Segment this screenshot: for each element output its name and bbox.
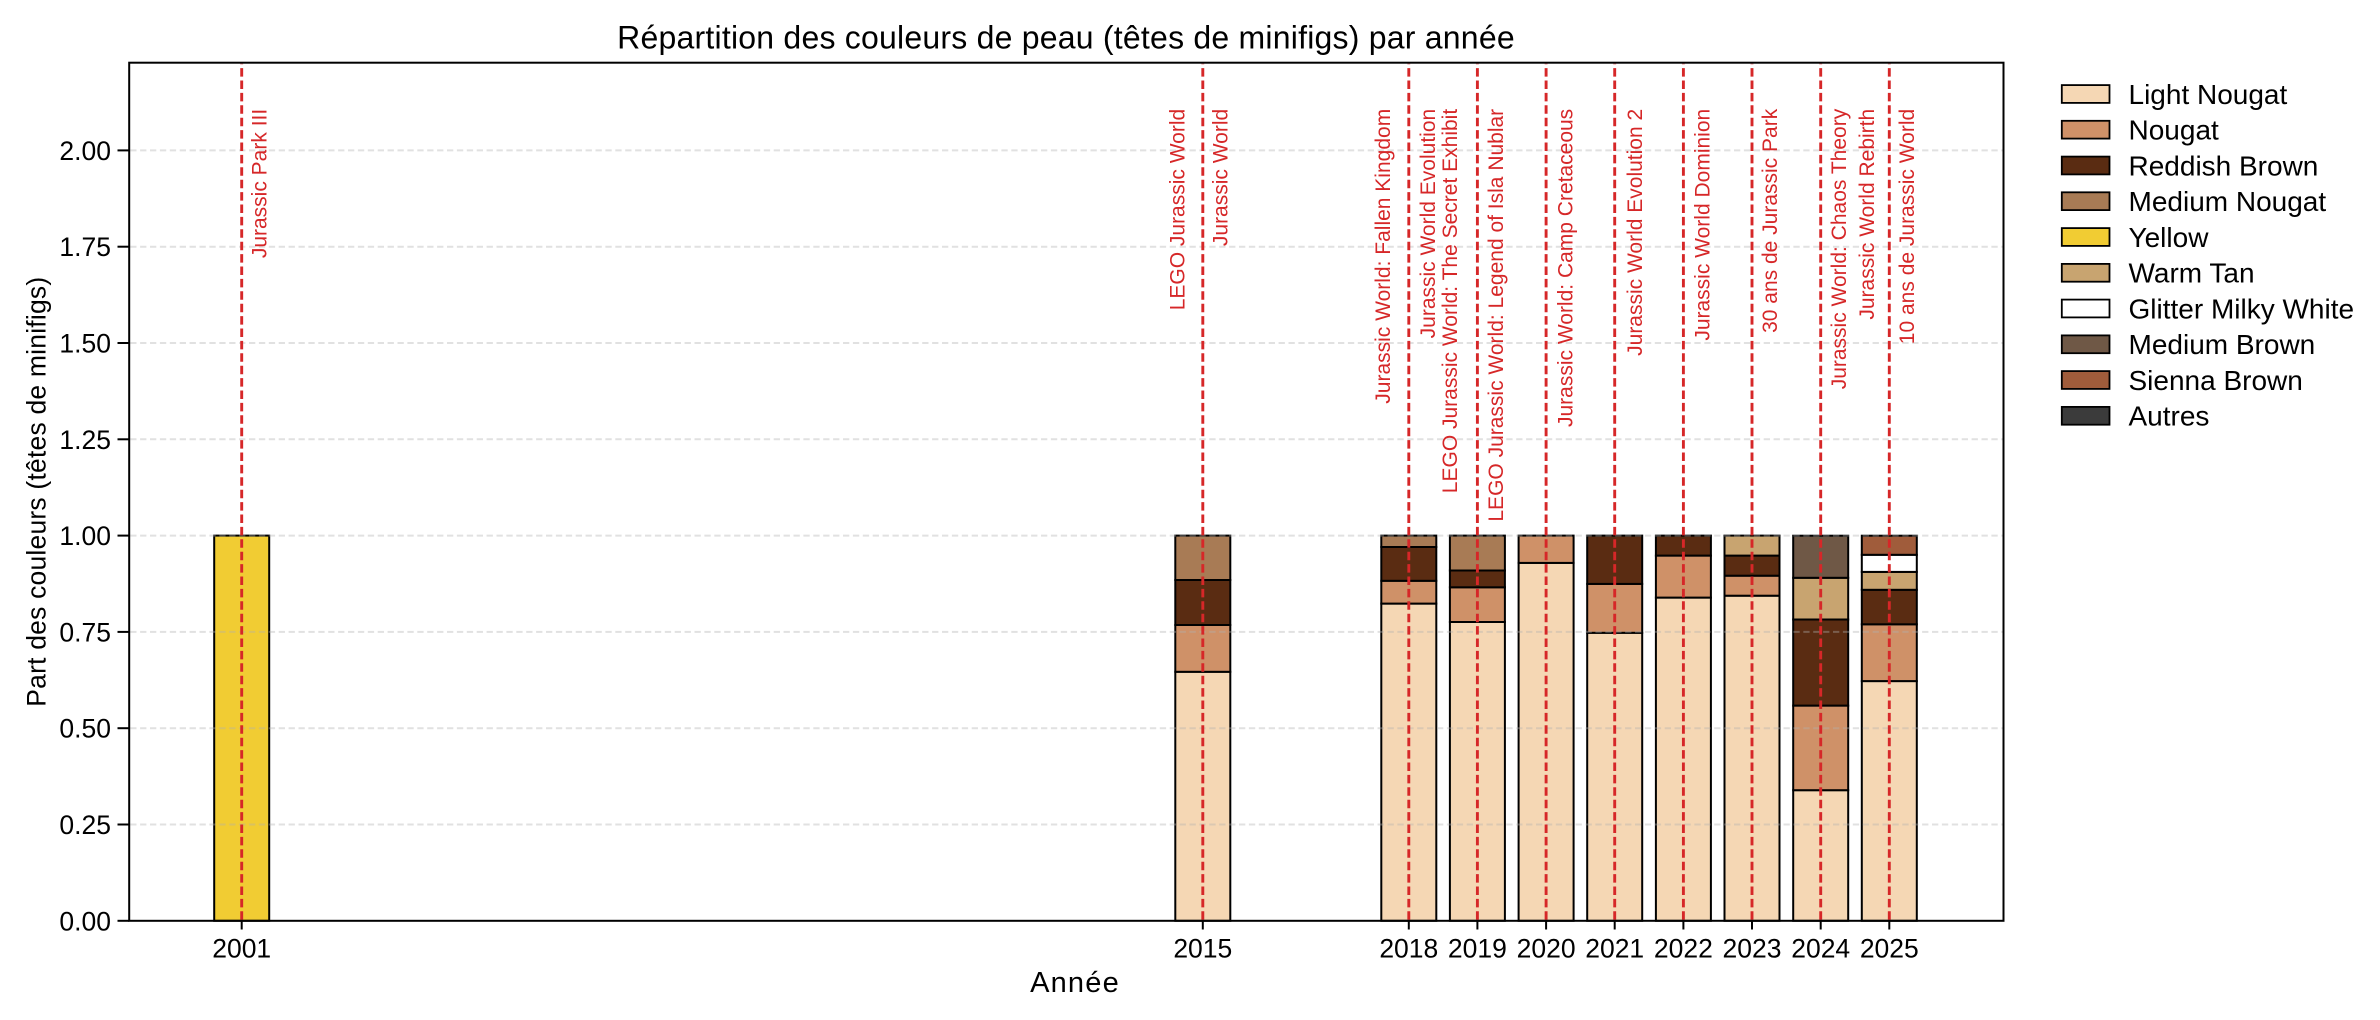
svg-text:Yellow: Yellow — [2129, 222, 2210, 253]
svg-text:0.00: 0.00 — [59, 906, 111, 936]
svg-text:2023: 2023 — [1723, 933, 1782, 963]
svg-text:0.75: 0.75 — [59, 617, 111, 647]
svg-text:2.00: 2.00 — [59, 136, 111, 166]
svg-text:0.50: 0.50 — [59, 714, 111, 744]
svg-text:Autres: Autres — [2129, 401, 2210, 432]
svg-text:Jurassic World Evolution: Jurassic World Evolution — [1417, 109, 1440, 339]
svg-text:LEGO Jurassic World: LEGO Jurassic World — [1167, 109, 1190, 310]
svg-text:2022: 2022 — [1654, 933, 1713, 963]
svg-text:2019: 2019 — [1448, 933, 1507, 963]
svg-text:Light Nougat: Light Nougat — [2129, 79, 2288, 110]
svg-text:Nougat: Nougat — [2129, 115, 2220, 146]
svg-text:Année: Année — [1030, 967, 1120, 999]
svg-text:30 ans de Jurassic Park: 30 ans de Jurassic Park — [1759, 108, 1782, 333]
svg-text:LEGO Jurassic World: The Secre: LEGO Jurassic World: The Secret Exhibit — [1439, 109, 1462, 494]
svg-text:Medium Nougat: Medium Nougat — [2129, 186, 2327, 217]
svg-text:2015: 2015 — [1173, 933, 1232, 963]
svg-text:LEGO Jurassic World: Legend of: LEGO Jurassic World: Legend of Isla Nubl… — [1485, 109, 1508, 522]
svg-text:Sienna Brown: Sienna Brown — [2129, 365, 2303, 396]
svg-text:1.00: 1.00 — [59, 521, 111, 551]
svg-text:1.50: 1.50 — [59, 329, 111, 359]
svg-text:Répartition des couleurs de pe: Répartition des couleurs de peau (têtes … — [617, 20, 1515, 56]
svg-text:Jurassic World Rebirth: Jurassic World Rebirth — [1856, 109, 1879, 320]
svg-text:Jurassic World: Chaos Theory: Jurassic World: Chaos Theory — [1828, 108, 1851, 389]
svg-text:Reddish Brown: Reddish Brown — [2129, 150, 2319, 181]
svg-text:Part des couleurs (têtes de mi: Part des couleurs (têtes de minifigs) — [22, 277, 52, 707]
svg-text:Jurassic World: Jurassic World — [1210, 109, 1233, 246]
svg-text:Jurassic World: Fallen Kingdom: Jurassic World: Fallen Kingdom — [1372, 109, 1395, 404]
svg-text:0.25: 0.25 — [59, 810, 111, 840]
svg-text:Jurassic Park III: Jurassic Park III — [249, 109, 272, 258]
svg-text:1.25: 1.25 — [59, 425, 111, 455]
svg-text:Glitter Milky White: Glitter Milky White — [2129, 293, 2355, 324]
svg-text:Jurassic World Evolution 2: Jurassic World Evolution 2 — [1624, 109, 1647, 356]
svg-text:Medium Brown: Medium Brown — [2129, 329, 2316, 360]
svg-text:Warm Tan: Warm Tan — [2129, 258, 2255, 289]
svg-text:2020: 2020 — [1517, 933, 1576, 963]
svg-text:2018: 2018 — [1379, 933, 1438, 963]
svg-text:Jurassic World Dominion: Jurassic World Dominion — [1691, 109, 1714, 341]
svg-text:10 ans de Jurassic World: 10 ans de Jurassic World — [1896, 109, 1919, 344]
svg-text:Jurassic World: Camp Cretaceou: Jurassic World: Camp Cretaceous — [1555, 109, 1578, 427]
svg-text:2024: 2024 — [1791, 933, 1850, 963]
svg-text:2001: 2001 — [212, 933, 271, 963]
svg-text:2025: 2025 — [1860, 933, 1919, 963]
svg-text:1.75: 1.75 — [59, 232, 111, 262]
svg-text:2021: 2021 — [1585, 933, 1644, 963]
